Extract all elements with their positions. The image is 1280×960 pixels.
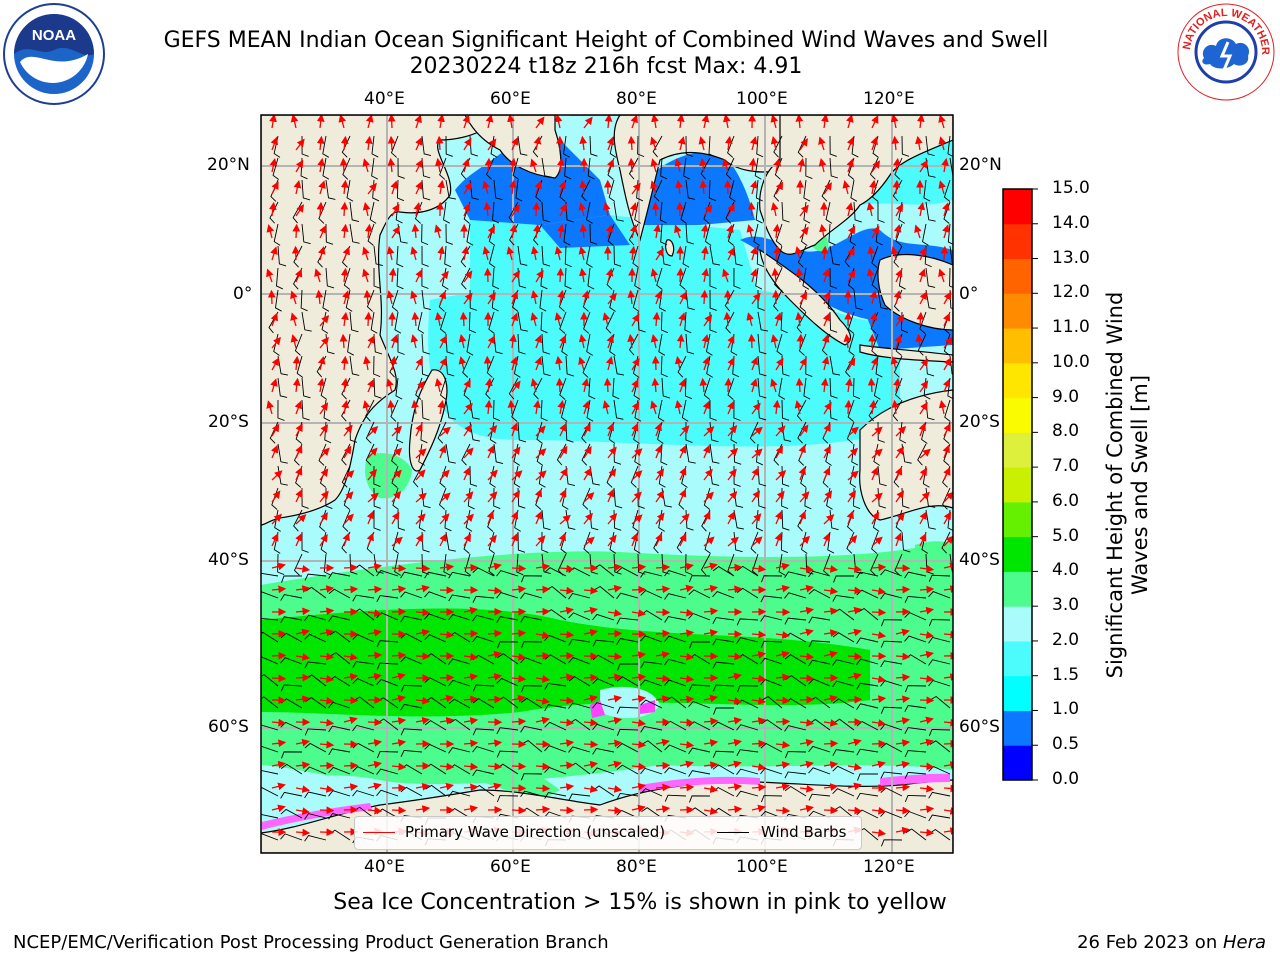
legend: Primary Wave Direction (unscaled) Wind B… bbox=[354, 816, 862, 850]
lon-tick-bottom: 60°E bbox=[490, 857, 531, 877]
colorbar-label: Significant Height of Combined Wind Wave… bbox=[1103, 291, 1152, 679]
noaa-logo-icon: NOAA bbox=[3, 3, 105, 105]
colorbar-segment bbox=[1003, 328, 1032, 364]
colorbar-tick-label: 1.0 bbox=[1052, 699, 1080, 720]
colorbar-segment bbox=[1003, 432, 1032, 468]
colorbar-segment bbox=[1003, 362, 1032, 399]
footer-date: 26 Feb 2023 on Hera bbox=[1077, 932, 1266, 953]
wave-direction-legend-swatch bbox=[363, 832, 395, 833]
nws-logo-icon: NATIONAL WEATHER SERVICE bbox=[1176, 2, 1275, 101]
colorbar-tick-label: 2.0 bbox=[1052, 629, 1080, 650]
colorbar-tick-label: 9.0 bbox=[1052, 386, 1080, 407]
colorbar-tick-label: 11.0 bbox=[1052, 317, 1090, 338]
colorbar-segment bbox=[1003, 501, 1032, 538]
lat-tick-left: 0° bbox=[233, 284, 253, 304]
lon-tick-top: 100°E bbox=[736, 89, 788, 109]
lon-tick-bottom: 100°E bbox=[736, 857, 788, 877]
lat-tick-left: 40°S bbox=[208, 550, 249, 570]
wave-direction-legend-label: Primary Wave Direction (unscaled) bbox=[405, 823, 666, 841]
colorbar-segment bbox=[1003, 606, 1032, 642]
colorbar-segment bbox=[1003, 536, 1032, 572]
lon-tick-bottom: 120°E bbox=[863, 857, 915, 877]
wind-barbs-legend-label: Wind Barbs bbox=[761, 823, 847, 841]
colorbar-segment bbox=[1003, 467, 1032, 503]
colorbar-tick-label: 7.0 bbox=[1052, 456, 1080, 477]
lat-tick-right: 20°N bbox=[959, 155, 1002, 175]
colorbar-segment bbox=[1003, 258, 1032, 294]
colorbar-tick-label: 12.0 bbox=[1052, 282, 1090, 303]
lon-tick-top: 60°E bbox=[490, 89, 531, 109]
colorbar-segment bbox=[1003, 675, 1032, 711]
colorbar-segment bbox=[1003, 640, 1032, 677]
footer-credit: NCEP/EMC/Verification Post Processing Pr… bbox=[13, 932, 609, 953]
lat-tick-right: 0° bbox=[959, 284, 979, 304]
lon-tick-bottom: 40°E bbox=[364, 857, 405, 877]
colorbar-segment bbox=[1003, 397, 1032, 433]
lat-tick-right: 60°S bbox=[959, 717, 1000, 737]
lat-tick-right: 40°S bbox=[959, 550, 1000, 570]
chart-subtitle: 20230224 t18z 216h fcst Max: 4.91 bbox=[409, 54, 803, 79]
lon-tick-top: 120°E bbox=[863, 89, 915, 109]
colorbar-tick-label: 1.5 bbox=[1052, 664, 1080, 685]
colorbar-segment bbox=[1003, 223, 1032, 260]
lon-tick-top: 80°E bbox=[616, 89, 657, 109]
colorbar-segment bbox=[1003, 745, 1032, 781]
footer-host: Hera bbox=[1222, 932, 1266, 953]
lat-tick-right: 20°S bbox=[959, 412, 1000, 432]
colorbar-segment bbox=[1003, 293, 1032, 329]
colorbar-tick-label: 14.0 bbox=[1052, 212, 1090, 233]
wave-direction-arrows bbox=[266, 115, 953, 837]
colorbar-tick-label: 6.0 bbox=[1052, 490, 1080, 511]
lon-tick-bottom: 80°E bbox=[616, 857, 657, 877]
chart-title: GEFS MEAN Indian Ocean Significant Heigh… bbox=[163, 28, 1049, 53]
colorbar-tick-label: 8.0 bbox=[1052, 421, 1080, 442]
map-frame bbox=[260, 114, 954, 854]
noaa-logo-text: NOAA bbox=[32, 27, 76, 44]
colorbar-segment bbox=[1003, 571, 1032, 607]
lat-tick-left: 60°S bbox=[208, 717, 249, 737]
colorbar-tick-label: 13.0 bbox=[1052, 247, 1090, 268]
colorbar-tick-label: 0.0 bbox=[1052, 769, 1080, 789]
colorbar-tick-label: 4.0 bbox=[1052, 560, 1080, 581]
colorbar-segment bbox=[1003, 189, 1032, 225]
colorbar-tick-label: 10.0 bbox=[1052, 351, 1090, 372]
lon-tick-top: 40°E bbox=[364, 89, 405, 109]
sea-ice-note: Sea Ice Concentration > 15% is shown in … bbox=[333, 890, 947, 915]
colorbar-tick-label: 0.5 bbox=[1052, 734, 1080, 755]
lat-tick-left: 20°S bbox=[208, 412, 249, 432]
colorbar-tick-label: 5.0 bbox=[1052, 525, 1080, 546]
lat-tick-left: 20°N bbox=[207, 155, 250, 175]
footer-date-text: 26 Feb 2023 on bbox=[1077, 932, 1223, 953]
colorbar-tick-label: 15.0 bbox=[1052, 178, 1090, 198]
colorbar-segment bbox=[1003, 710, 1032, 746]
colorbar-tick-label: 3.0 bbox=[1052, 595, 1080, 616]
wind-barbs-legend-swatch bbox=[717, 832, 749, 833]
